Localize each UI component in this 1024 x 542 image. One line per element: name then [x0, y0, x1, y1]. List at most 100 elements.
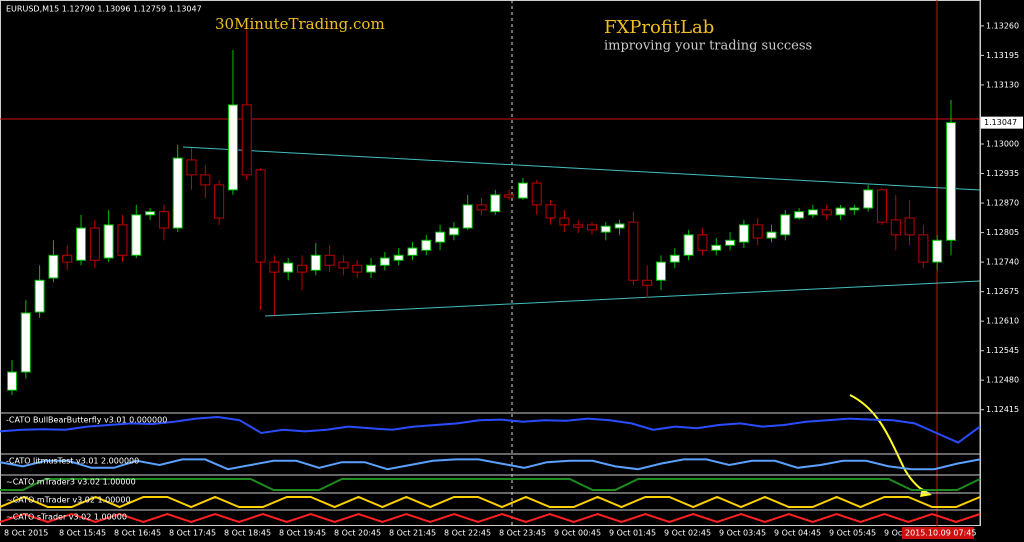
candle-body	[876, 189, 887, 223]
candle-body	[711, 244, 722, 251]
y-tick-label: 1.12545	[986, 346, 1019, 355]
candle-body	[7, 371, 17, 391]
candle-body	[324, 254, 335, 266]
y-tick-label: 1.13130	[986, 80, 1019, 89]
candle-body	[738, 224, 749, 243]
indicator-line	[0, 458, 981, 471]
x-tick-label: 8 Oct 17:45	[169, 529, 216, 538]
candle-body	[835, 207, 846, 216]
y-tick-label: 1.13195	[986, 51, 1019, 60]
candle-body	[780, 214, 791, 236]
candle-body	[283, 262, 294, 273]
indicator-label: ~CATO sTrader v3.02 1.00000	[6, 513, 127, 522]
candle-body	[227, 104, 238, 191]
candle-body	[462, 204, 473, 229]
price-box	[981, 116, 1023, 129]
candle-body	[628, 221, 639, 281]
candle-body	[352, 264, 363, 273]
candle-body	[421, 239, 432, 251]
candle-body	[504, 194, 515, 198]
watermark: FXProfitLab	[604, 17, 714, 38]
time-box-label: 2015.10.09 07:45	[905, 529, 976, 538]
candle-body	[752, 224, 763, 239]
indicator-line	[0, 478, 981, 491]
candle-body	[255, 169, 266, 263]
candle-body	[932, 239, 943, 263]
watermark: 30MinuteTrading.com	[215, 15, 385, 33]
candle-body	[725, 239, 736, 246]
y-tick-label: 1.12415	[986, 405, 1019, 414]
indicator-line	[0, 512, 981, 524]
candle-body	[379, 257, 390, 266]
candle-body	[600, 225, 611, 233]
candle-body	[200, 174, 211, 186]
candle-body	[586, 224, 597, 231]
y-tick-label: 1.12805	[986, 228, 1019, 237]
trend-line	[182, 146, 981, 191]
y-tick-label: 1.12480	[986, 376, 1019, 385]
x-tick-label: 8 Oct 2015	[4, 529, 48, 538]
candle-body	[904, 217, 915, 236]
candle-body	[338, 261, 349, 269]
x-tick-label: 8 Oct 23:45	[499, 529, 546, 538]
candle-body	[683, 234, 694, 256]
candle-body	[545, 204, 556, 219]
x-tick-label: 8 Oct 19:45	[279, 529, 326, 538]
candle-body	[766, 231, 777, 239]
candle-body	[517, 182, 528, 199]
candle-body	[76, 227, 87, 261]
annotation-arrow	[849, 394, 931, 495]
candle-body	[863, 189, 874, 209]
trend-line	[264, 280, 981, 317]
candle-body	[20, 312, 31, 373]
candle-body	[697, 234, 708, 251]
candle-body	[62, 254, 73, 263]
x-tick-label: 9 Oct 01:45	[609, 529, 656, 538]
x-tick-label: 9 Oct 02:45	[664, 529, 711, 538]
indicator-label: ~CATO mTrader v3.02 1.00000	[6, 496, 131, 505]
y-tick-label: 1.12870	[986, 199, 1019, 208]
x-tick-label: 9 Oct 00:45	[554, 529, 601, 538]
candle-body	[103, 224, 114, 259]
symbol-info: EURUSD,M15 1.12790 1.13096 1.12759 1.130…	[6, 5, 202, 14]
y-tick-label: 1.13000	[986, 139, 1019, 148]
candle-body	[435, 231, 446, 243]
candle-body	[890, 219, 901, 236]
candle-body	[34, 279, 45, 313]
candle-body	[241, 104, 252, 176]
x-tick-label: 8 Oct 22:45	[444, 529, 491, 538]
candle-body	[269, 261, 280, 273]
x-tick-label: 8 Oct 15:45	[59, 529, 106, 538]
y-tick-label: 1.13260	[986, 21, 1019, 30]
candle-body	[490, 194, 501, 213]
candle-body	[794, 211, 805, 219]
indicator-label: -CATO BullBearButterfly v3.01 0.000000	[6, 416, 167, 425]
x-tick-label: 9 Oct 05:45	[829, 529, 876, 538]
candle-body	[573, 224, 584, 228]
candle-body	[669, 254, 680, 263]
x-tick-label: 8 Oct 16:45	[114, 529, 161, 538]
y-tick-label: 1.12675	[986, 287, 1019, 296]
candle-body	[448, 227, 459, 236]
candle-body	[642, 279, 653, 286]
time-box	[902, 527, 974, 539]
candle-body	[656, 261, 667, 281]
candle-body	[918, 234, 929, 263]
y-tick-label: 1.12610	[986, 317, 1019, 326]
candle-body	[117, 224, 128, 256]
candle-body	[614, 223, 625, 229]
y-tick-label: 1.12740	[986, 258, 1019, 267]
candle-body	[296, 264, 307, 273]
candle-body	[172, 157, 183, 229]
candle-body	[393, 254, 404, 261]
indicator-label: ~CATO mTrader3 v3.02 1.00000	[6, 478, 136, 487]
candle-body	[807, 209, 818, 216]
price-box-label: 1.13047	[984, 118, 1017, 127]
x-tick-label: 8 Oct 20:45	[334, 529, 381, 538]
candle-body	[559, 217, 570, 226]
candle-body	[48, 254, 59, 279]
indicator-line	[0, 495, 981, 509]
y-tick-label: 1.12935	[986, 169, 1019, 178]
candle-body	[214, 184, 225, 219]
